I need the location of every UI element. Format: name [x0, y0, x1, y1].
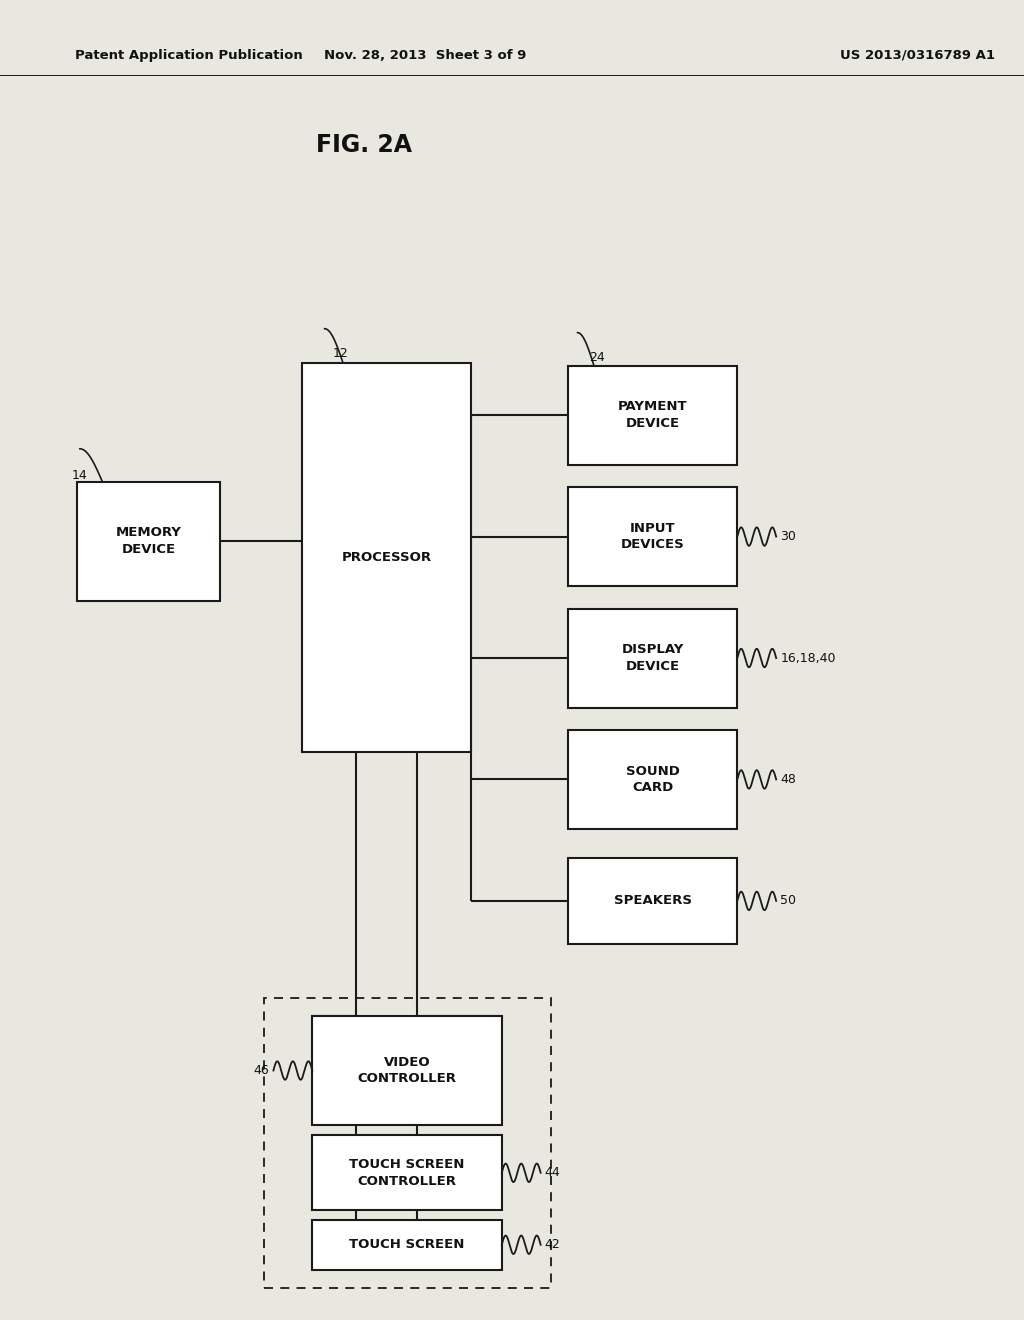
FancyBboxPatch shape — [568, 366, 737, 465]
Text: MEMORY
DEVICE: MEMORY DEVICE — [116, 527, 181, 556]
Text: 24: 24 — [589, 351, 604, 364]
Text: TOUCH SCREEN: TOUCH SCREEN — [349, 1238, 465, 1251]
Text: INPUT
DEVICES: INPUT DEVICES — [621, 521, 685, 552]
FancyBboxPatch shape — [312, 1220, 502, 1270]
Text: 44: 44 — [545, 1167, 560, 1179]
FancyBboxPatch shape — [568, 609, 737, 708]
Text: 46: 46 — [254, 1064, 269, 1077]
Text: SOUND
CARD: SOUND CARD — [626, 764, 680, 795]
Text: 16,18,40: 16,18,40 — [780, 652, 836, 664]
FancyBboxPatch shape — [568, 858, 737, 944]
FancyBboxPatch shape — [77, 482, 220, 601]
Text: 14: 14 — [72, 469, 87, 482]
Text: PAYMENT
DEVICE: PAYMENT DEVICE — [618, 400, 687, 430]
Text: 12: 12 — [333, 347, 348, 360]
Text: TOUCH SCREEN
CONTROLLER: TOUCH SCREEN CONTROLLER — [349, 1158, 465, 1188]
Text: PROCESSOR: PROCESSOR — [341, 552, 432, 564]
Text: 42: 42 — [545, 1238, 560, 1251]
FancyBboxPatch shape — [312, 1135, 502, 1210]
Text: 50: 50 — [780, 895, 797, 907]
Text: 48: 48 — [780, 774, 797, 785]
Text: VIDEO
CONTROLLER: VIDEO CONTROLLER — [357, 1056, 457, 1085]
Text: Patent Application Publication: Patent Application Publication — [75, 49, 302, 62]
FancyBboxPatch shape — [568, 487, 737, 586]
Text: SPEAKERS: SPEAKERS — [613, 895, 692, 907]
Text: US 2013/0316789 A1: US 2013/0316789 A1 — [840, 49, 994, 62]
Text: Nov. 28, 2013  Sheet 3 of 9: Nov. 28, 2013 Sheet 3 of 9 — [324, 49, 526, 62]
Text: DISPLAY
DEVICE: DISPLAY DEVICE — [622, 643, 684, 673]
Text: 30: 30 — [780, 531, 797, 543]
Text: FIG. 2A: FIG. 2A — [315, 133, 412, 157]
FancyBboxPatch shape — [302, 363, 471, 752]
FancyBboxPatch shape — [312, 1016, 502, 1125]
FancyBboxPatch shape — [568, 730, 737, 829]
